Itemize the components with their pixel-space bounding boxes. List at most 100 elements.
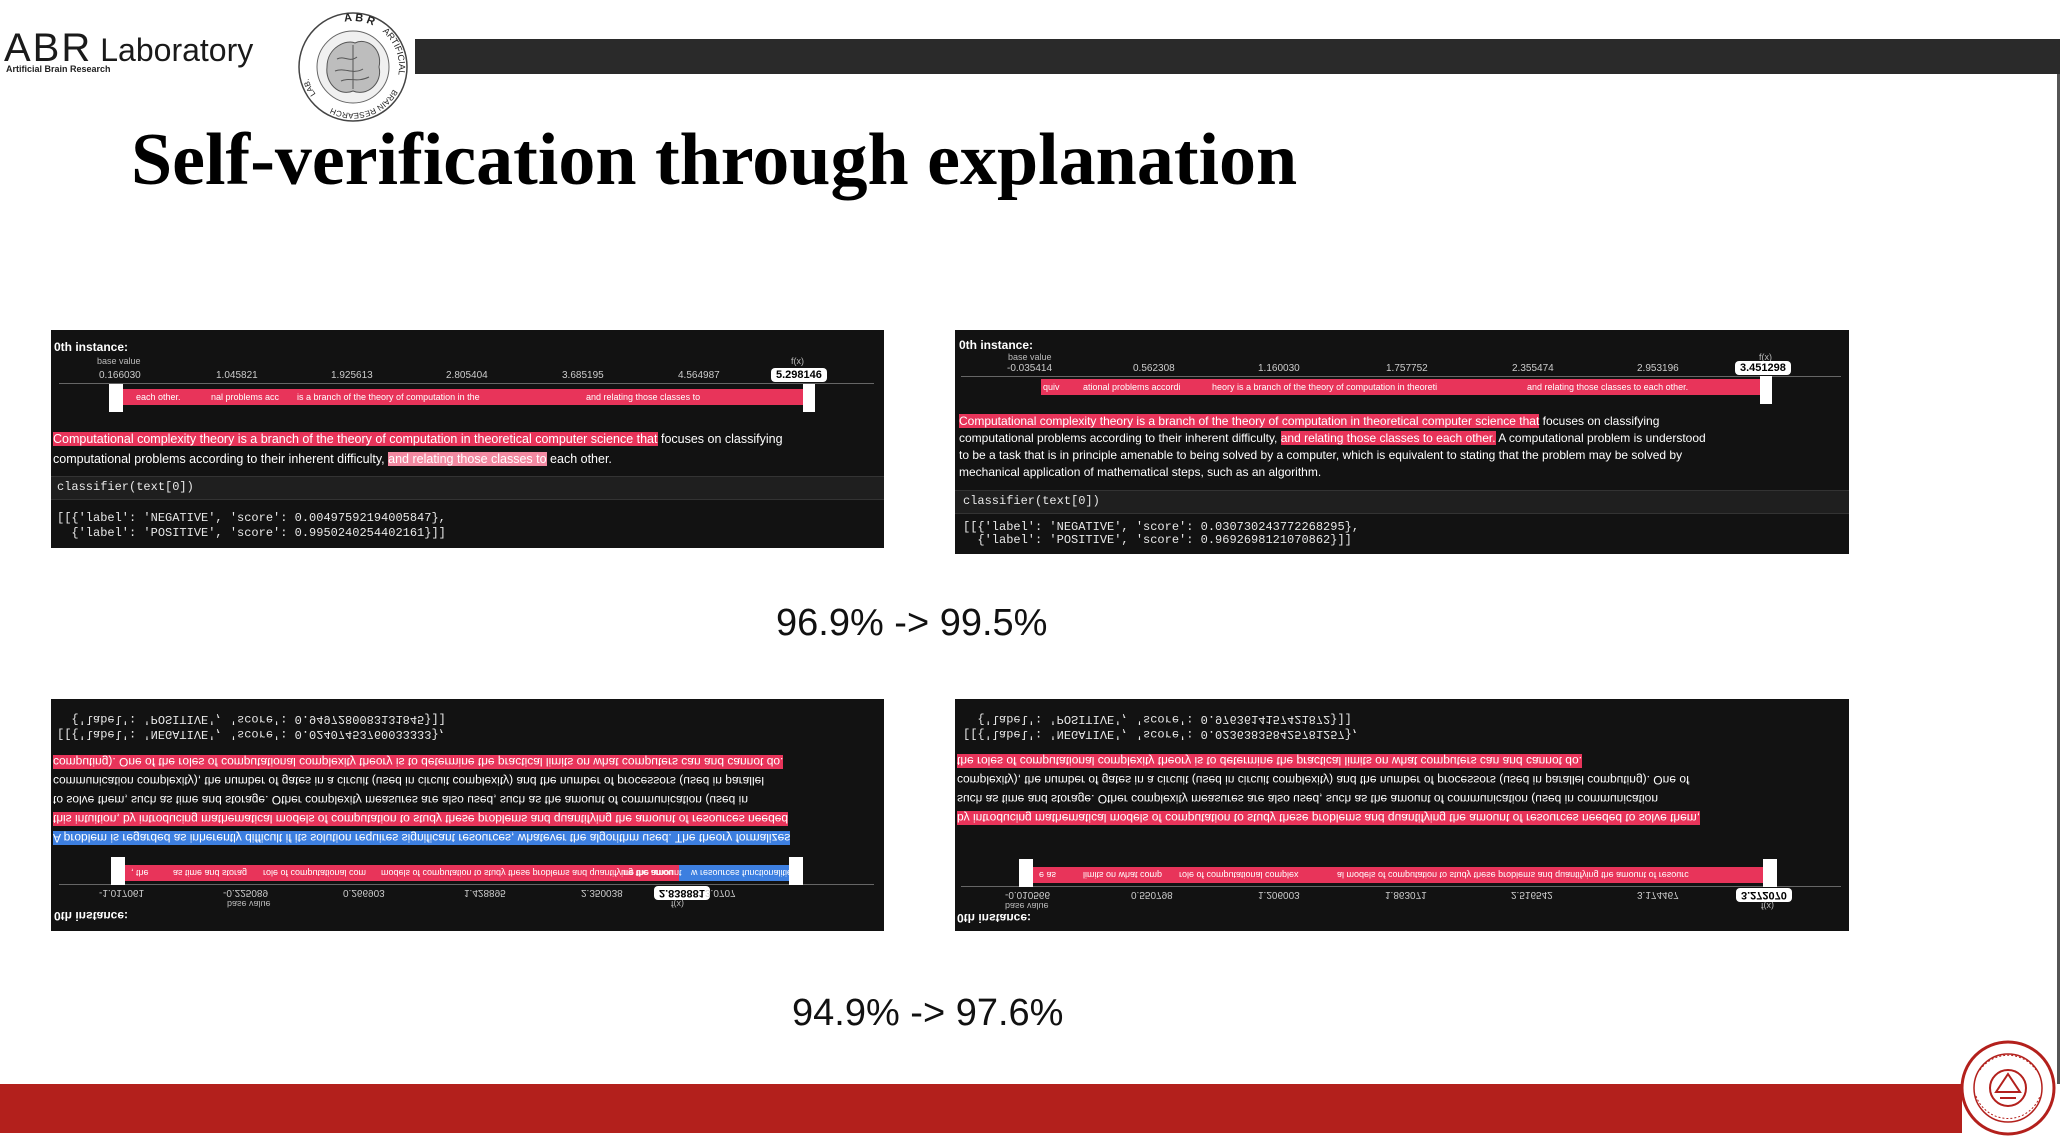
base-value-label: base value (1008, 352, 1052, 362)
bar-segment-label: al models of computation to study these … (1337, 870, 1689, 880)
base-value-label: base value (1005, 901, 1049, 911)
panel-top-right: 0th instance: base value f(x) -0.035414 … (955, 330, 1849, 554)
explanation-text-line: computational problems according to thei… (53, 452, 612, 466)
tick-label: 3.174467 (1637, 889, 1679, 900)
explanation-text-line: Computational complexity theory is a bra… (53, 432, 783, 446)
classifier-output-line: [[{'label': 'NEGATIVE', 'score': 0.00497… (57, 511, 446, 525)
explanation-text-line: such as time and storage. Other complexi… (957, 792, 1659, 806)
instance-label: 0th instance: (54, 340, 129, 354)
code-cell-text: classifier(text[0]) (963, 494, 1100, 508)
base-marker (109, 384, 123, 412)
bar-segment-label: each other. (136, 392, 181, 402)
tick-label: 4.564987 (678, 370, 720, 381)
instance-label: 0th instance: (957, 911, 1032, 925)
base-value-label: base value (97, 356, 141, 366)
axis-line (59, 884, 874, 885)
bar-segment-label: role of computational complex (1179, 870, 1299, 880)
classifier-output-line: [[{'label': 'NEGATIVE', 'score': 0.03073… (963, 520, 1360, 534)
instance-label: 0th instance: (959, 338, 1034, 352)
fx-value-badge: 5.298146 (771, 368, 827, 382)
code-cell[interactable] (955, 490, 1849, 514)
abr-brain-seal-icon: A B R ARTIFICIAL BRAIN RESEARCH LAB. (298, 12, 408, 122)
explanation-text-line: to be a task that is in principle amenab… (959, 448, 1683, 462)
fx-marker (803, 384, 815, 412)
bar-segment-label: as time and storag (173, 868, 248, 878)
explanation-text-line: mechanical application of mathematical s… (959, 465, 1322, 479)
classifier-output-line: [[{'label': 'NEGATIVE', 'score': 0.02407… (57, 727, 446, 741)
explanation-text-line: to solve them, such as time and storage.… (53, 793, 749, 807)
classifier-output-line: {'label': 'POSITIVE', 'score': 0.9763614… (963, 712, 1352, 726)
base-marker (111, 857, 125, 885)
explanation-text-line: this intuition, by introducing mathemati… (53, 812, 789, 826)
axis-line (961, 376, 1841, 377)
instance-label: 0th instance: (54, 909, 129, 923)
tick-label: 2.350038 (581, 887, 623, 898)
fx-marker (1763, 859, 1777, 887)
bar-segment-label: ure the amount (621, 868, 682, 878)
tick-label: -1.017061 (99, 887, 145, 898)
classifier-output-line: [[{'label': 'NEGATIVE', 'score': 0.02363… (963, 727, 1360, 741)
flipped-content: 0th instance: base value f(x) -1.017061 … (51, 699, 884, 931)
explanation-text-line: computing). One of the roles of computat… (53, 755, 784, 769)
tick-label: 0.166030 (99, 370, 141, 381)
bar-segment-label: nal problems acc (211, 392, 280, 402)
code-cell-text: classifier(text[0]) (57, 480, 194, 494)
right-border-line (2057, 74, 2060, 1084)
classifier-output-line: {'label': 'POSITIVE', 'score': 0.9950240… (57, 526, 446, 540)
fx-label: f(x) (791, 356, 804, 366)
flipped-content: 0th instance: base value f(x) -0.010566 … (955, 699, 1849, 931)
force-bar-positive (123, 389, 803, 405)
bar-segment-label: e as (1039, 870, 1057, 880)
panel-top-left: 0th instance: base value f(x) 0.166030 1… (51, 330, 884, 548)
explanation-text-line: by introducing mathematical models of co… (957, 811, 1701, 825)
base-marker (1019, 859, 1033, 887)
explanation-text-line: the roles of computational complexity th… (957, 754, 1582, 768)
tick-label: 1.206003 (1258, 889, 1300, 900)
tick-label: 0.550798 (1131, 889, 1173, 900)
tick-label: 1.863071 (1385, 889, 1427, 900)
tick-label: -0.225089 (223, 887, 269, 898)
force-bar-positive (1041, 379, 1760, 395)
explanation-text-line: communication complexity), the number of… (53, 774, 764, 788)
abr-logo: ABR Laboratory (4, 26, 253, 71)
tick-label: 1.428895 (464, 887, 506, 898)
bar-segment-label: heory is a branch of the theory of compu… (1212, 382, 1438, 392)
tick-label: 0.562308 (1133, 363, 1175, 374)
bar-segment-label: is a branch of the theory of computation… (297, 392, 480, 402)
bar-segment-label: and relating those classes to (586, 392, 701, 402)
fx-label: f(x) (1761, 901, 1774, 911)
explanation-text-line: Computational complexity theory is a bra… (959, 414, 1660, 428)
code-cell[interactable] (51, 476, 884, 500)
tick-label: 1.925613 (331, 370, 373, 381)
bar-segment-label: quiv (1043, 382, 1060, 392)
tick-label: 0.266903 (343, 887, 385, 898)
axis-line (59, 383, 874, 384)
explanation-text-line: A problem is regarded as inherently diff… (53, 831, 791, 845)
tick-label: 2.516542 (1511, 889, 1553, 900)
fx-marker (1760, 376, 1772, 404)
logo-subtitle: Artificial Brain Research (6, 64, 111, 74)
panel-bottom-right: 0th instance: base value f(x) -0.010566 … (955, 699, 1849, 931)
fx-label: f(x) (1759, 352, 1772, 362)
slide-title: Self-verification through explanation (131, 119, 1298, 201)
tick-label: 2.953196 (1637, 363, 1679, 374)
bar-segment-label: role of computational com (263, 868, 367, 878)
bar-segment-label: and relating those classes to each other… (1527, 382, 1689, 392)
fx-value-badge: 3.451298 (1735, 361, 1791, 375)
fx-value-badge: 2.838881 (654, 886, 710, 900)
fx-value-badge: 3.272070 (1736, 888, 1792, 902)
tick-label: 1.757752 (1386, 363, 1428, 374)
tick-label: 1.045821 (216, 370, 258, 381)
caption-top: 96.9% -> 99.5% (776, 602, 1048, 644)
tick-label: 1.160030 (1258, 363, 1300, 374)
university-seal-icon (1960, 1040, 2056, 1136)
bar-segment-label: ational problems accordi (1083, 382, 1181, 392)
footer-bar (0, 1084, 1962, 1133)
explanation-text-line: complexity), the number of gates in a ci… (957, 773, 1690, 787)
classifier-output-line: {'label': 'POSITIVE', 'score': 0.9497280… (57, 712, 446, 726)
tick-label: 3.0707 (705, 887, 736, 898)
bar-segment-label: w resources functionalities (691, 868, 797, 878)
logo-laboratory-text: Laboratory (100, 32, 254, 68)
fx-label: f(x) (671, 899, 684, 909)
explanation-text-line: computational problems according to thei… (959, 431, 1706, 445)
